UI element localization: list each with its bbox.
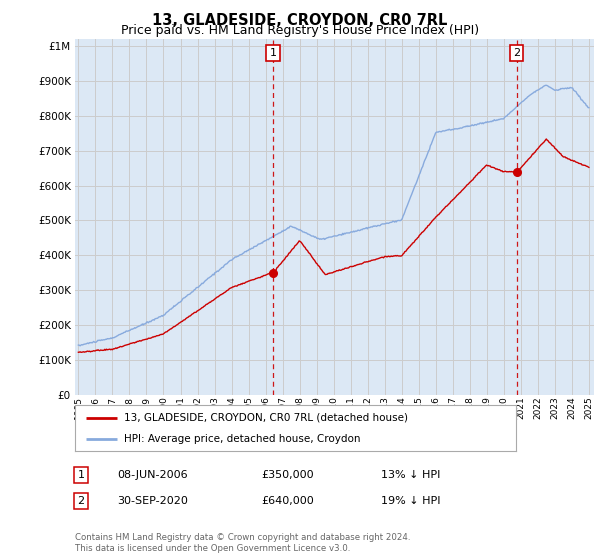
Text: 13, GLADESIDE, CROYDON, CR0 7RL (detached house): 13, GLADESIDE, CROYDON, CR0 7RL (detache… — [124, 413, 407, 423]
Text: 13% ↓ HPI: 13% ↓ HPI — [381, 470, 440, 480]
Text: 2: 2 — [77, 496, 85, 506]
Text: Contains HM Land Registry data © Crown copyright and database right 2024.
This d: Contains HM Land Registry data © Crown c… — [75, 533, 410, 553]
Text: 13, GLADESIDE, CROYDON, CR0 7RL: 13, GLADESIDE, CROYDON, CR0 7RL — [152, 13, 448, 28]
Text: 19% ↓ HPI: 19% ↓ HPI — [381, 496, 440, 506]
Text: 2: 2 — [513, 48, 520, 58]
Text: 1: 1 — [269, 48, 277, 58]
Text: 1: 1 — [77, 470, 85, 480]
Text: 30-SEP-2020: 30-SEP-2020 — [117, 496, 188, 506]
Text: £350,000: £350,000 — [261, 470, 314, 480]
Text: Price paid vs. HM Land Registry's House Price Index (HPI): Price paid vs. HM Land Registry's House … — [121, 24, 479, 37]
Text: HPI: Average price, detached house, Croydon: HPI: Average price, detached house, Croy… — [124, 434, 360, 444]
Text: £640,000: £640,000 — [261, 496, 314, 506]
Text: 08-JUN-2006: 08-JUN-2006 — [117, 470, 188, 480]
